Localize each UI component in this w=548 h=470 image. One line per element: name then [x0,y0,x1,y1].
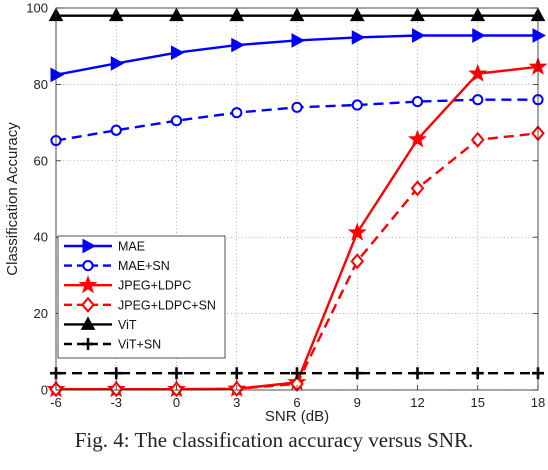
point-mae [291,33,306,48]
x-tick-label: 0 [173,395,180,410]
point-vit-sn [471,367,484,380]
x-axis-label: SNR (dB) [265,408,329,425]
point-vit [108,7,124,22]
point-mae [351,30,366,45]
axis-ticks [55,7,539,391]
legend-label-jpeg-ldpc-sn: JPEG+LDPC+SN [118,298,216,312]
legend-label-vit-sn: ViT+SN [118,338,161,352]
point-mae-sn [170,115,183,127]
point-vit-sn [230,367,243,380]
legend-box [57,235,226,359]
x-tick-label: -3 [110,395,122,410]
point-mae [472,28,486,43]
legend-label-mae-sn: MAE+SN [118,259,170,273]
y-tick-label: 40 [34,230,48,245]
point-vit [349,7,365,22]
point-vit-sn [170,367,183,380]
point-jpeg-ldpc-sn [410,180,425,197]
y-tick-labels: 0 20 40 60 80 100 [26,1,48,398]
point-jpeg-ldpc [408,129,427,148]
accuracy-vs-snr-chart: -6 -3 0 3 6 9 12 15 18 0 20 40 60 80 100 SNR (dB) Cla… [4,1,548,425]
point-jpeg-ldpc [468,63,488,82]
legend-label-jpeg-ldpc: JPEG+LDPC [118,279,191,293]
x-tick-labels: -6 -3 0 3 6 9 12 15 18 [50,395,545,410]
legend-label-mae: MAE [118,240,145,254]
x-tick-label: 18 [531,395,545,410]
point-vit-sn [411,367,424,380]
x-tick-label: 3 [233,395,240,410]
point-vit-sn [110,367,123,380]
legend-marker-jpeg-ldpc-sn [81,296,95,313]
x-tick-label: 6 [293,395,300,410]
point-mae-sn [351,99,363,111]
point-mae-sn [472,94,484,106]
point-vit [410,7,425,22]
legend: MAE MAE+SN JPEG+LDPC JPEG+LDPC+SN ViT ViT+SN [57,235,226,359]
y-axis-label: Classification Accuracy [4,122,21,276]
point-jpeg-ldpc-sn [350,253,365,270]
point-jpeg-ldpc-sn [470,131,485,148]
point-mae [110,56,125,71]
legend-marker-mae [82,238,97,254]
legend-label-vit: ViT [118,318,137,332]
point-mae [231,37,245,53]
point-mae-sn [411,95,424,108]
legend-marker-vit-sn [82,338,94,350]
legend-marker-jpeg-ldpc [78,275,98,294]
point-vit [289,7,305,22]
point-vit [169,7,184,22]
point-vit [470,7,486,22]
point-jpeg-ldpc [347,222,367,241]
point-mae-sn [291,101,303,113]
y-tick-label: 0 [41,383,48,398]
y-tick-label: 80 [34,77,48,92]
figure-caption: Fig. 4: The classification accuracy vers… [74,428,474,452]
legend-marker-vit [80,316,96,330]
point-mae [171,45,185,61]
point-mae-sn [110,124,122,136]
x-tick-label: 15 [471,395,485,410]
y-tick-label: 100 [26,1,48,16]
point-mae [50,67,65,83]
series-markers [46,7,548,398]
x-tick-label: -6 [50,395,62,410]
point-vit-sn [291,367,303,380]
point-mae [532,28,547,43]
point-vit [229,7,245,22]
y-tick-label: 60 [34,153,48,168]
point-mae-sn [231,107,243,119]
x-tick-label: 9 [354,395,361,410]
legend-marker-mae-sn [82,260,94,272]
point-vit-sn [351,367,364,380]
y-tick-label: 20 [34,306,48,321]
point-mae [412,28,426,43]
x-tick-label: 12 [410,395,424,410]
